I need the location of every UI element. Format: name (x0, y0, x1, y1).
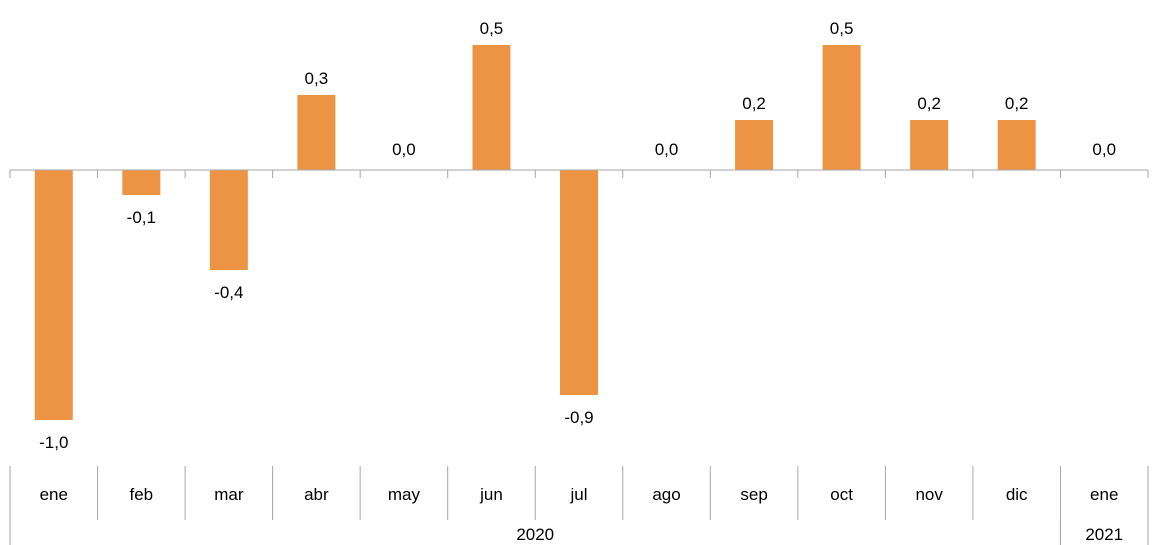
data-label: 0,2 (1005, 94, 1029, 113)
data-label: -1,0 (39, 433, 68, 452)
data-label: 0,5 (830, 19, 854, 38)
bar-ene-0 (34, 170, 73, 420)
data-label: 0,0 (1092, 140, 1116, 159)
category-label-nov: nov (915, 485, 943, 504)
data-label: 0,3 (305, 69, 329, 88)
data-label: 0,2 (742, 94, 766, 113)
data-label: -0,1 (127, 208, 156, 227)
bar-mar-2 (209, 170, 248, 270)
bar-feb-1 (122, 170, 161, 195)
data-label: -0,9 (564, 408, 593, 427)
bar-abr-3 (297, 95, 336, 170)
category-label-mar: mar (214, 485, 244, 504)
bar-jul-6 (560, 170, 598, 395)
bar-sep-8 (735, 120, 774, 170)
category-axis: ene feb mar abr may jun jul ago sep oct nov dic ene 2… (9, 169, 1149, 545)
data-label: 0,2 (917, 94, 941, 113)
category-label-abr: abr (304, 485, 329, 504)
category-label-feb: feb (129, 485, 153, 504)
category-label-ene: ene (40, 485, 68, 504)
bars-layer (34, 45, 1036, 420)
bar-dic-11 (997, 120, 1036, 170)
category-label-oct: oct (830, 485, 853, 504)
bar-nov-10 (910, 120, 949, 170)
category-label-dic: dic (1006, 485, 1028, 504)
category-label-may: may (388, 485, 421, 504)
data-label: 0,0 (392, 140, 416, 159)
data-label: 0,0 (655, 140, 679, 159)
year-label-2021: 2021 (1085, 525, 1123, 544)
category-label-ago: ago (652, 485, 680, 504)
bar-oct-9 (822, 45, 861, 170)
data-label: 0,5 (480, 19, 504, 38)
category-label-ene: ene (1090, 485, 1118, 504)
category-label-jul: jul (569, 485, 587, 504)
bar-jun-5 (472, 45, 511, 170)
category-label-sep: sep (740, 485, 767, 504)
data-label: -0,4 (214, 283, 243, 302)
data-labels-layer: -1,0 -0,1 -0,4 0,3 0,0 0,5 -0,9 0,0 0,2 0,5 0,2 0,2… (39, 19, 1116, 452)
category-label-jun: jun (479, 485, 503, 504)
year-label-2020: 2020 (516, 525, 554, 544)
